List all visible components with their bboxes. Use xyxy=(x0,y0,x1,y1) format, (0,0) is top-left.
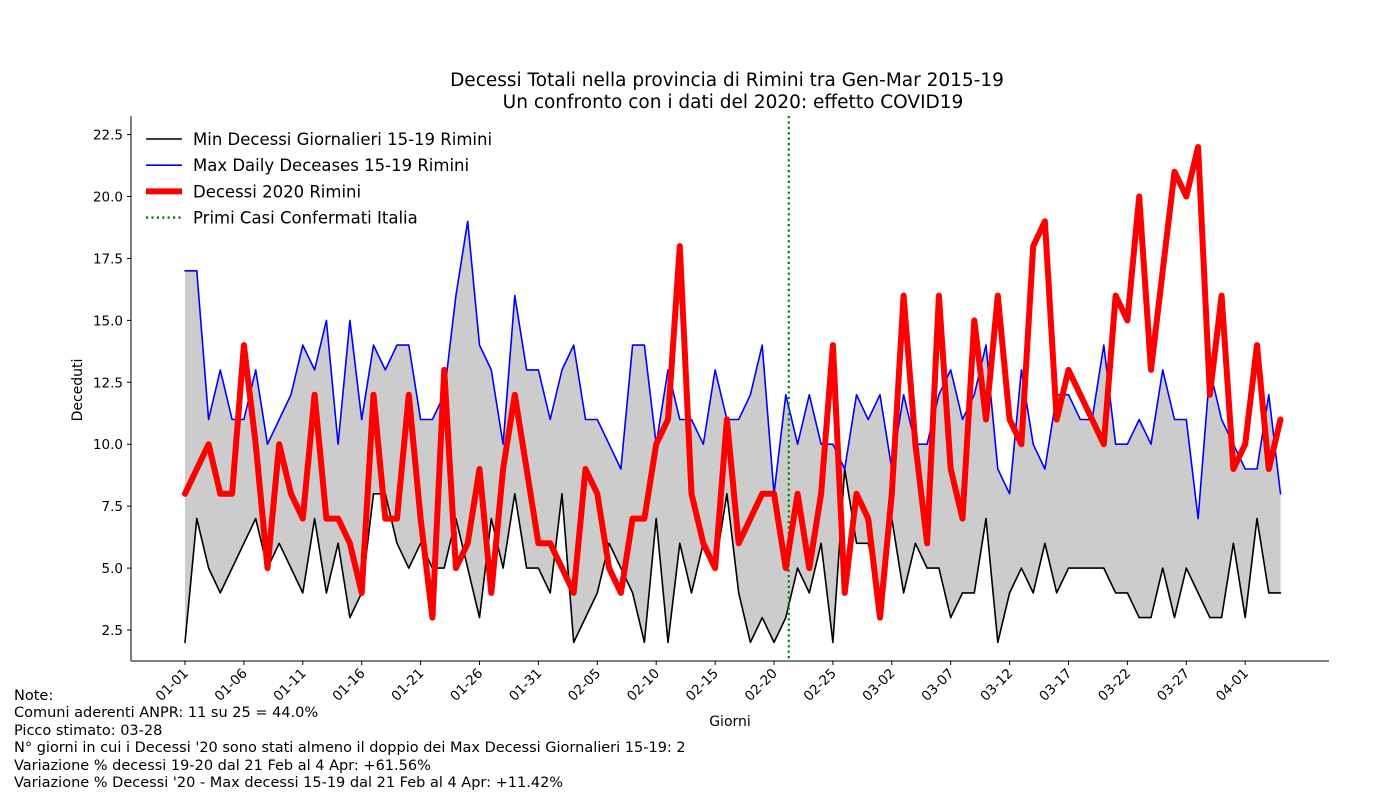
x-tick-label: 02-15 xyxy=(683,666,722,705)
series-max-line xyxy=(184,220,1282,520)
y-tick-label: 10.0 xyxy=(93,437,123,453)
legend-item-max-label: Max Daily Deceases 15-19 Rimini xyxy=(193,156,469,175)
x-tick-label: 04-01 xyxy=(1213,666,1252,705)
x-tick-label: 02-25 xyxy=(801,666,840,705)
note-line: N° giorni in cui i Decessi '20 sono stat… xyxy=(14,740,686,757)
legend-item-2020-label: Decessi 2020 Rimini xyxy=(193,182,361,201)
x-tick-label: 03-27 xyxy=(1154,666,1193,705)
x-axis-label: Giorni xyxy=(709,714,751,730)
legend-item-min-label: Min Decessi Giornalieri 15-19 Rimini xyxy=(193,130,492,149)
x-tick-label: 02-20 xyxy=(742,666,781,705)
note-line: Variazione % Decessi '20 - Max decessi 1… xyxy=(14,775,564,792)
y-tick-label: 22.5 xyxy=(93,128,123,144)
chart-subtitle: Un confronto con i dati del 2020: effett… xyxy=(503,92,964,113)
y-tick-label: 2.5 xyxy=(102,623,123,639)
y-tick-label: 20.0 xyxy=(93,190,123,206)
plot-area: 2.55.07.510.012.515.017.520.022.501-01 01… xyxy=(93,116,1329,705)
x-tick-label: 03-07 xyxy=(918,666,957,705)
legend: Min Decessi Giornalieri 15-19 Rimini Max … xyxy=(146,130,492,228)
y-axis-label: Deceduti xyxy=(70,359,86,422)
y-tick-label: 17.5 xyxy=(93,251,123,267)
note-line: Note: xyxy=(14,688,54,704)
notes-block: Note: Comuni aderenti ANPR: 11 su 25 = 4… xyxy=(14,688,686,792)
legend-item-first-cases-label: Primi Casi Confermati Italia xyxy=(193,209,418,228)
y-tick-label: 15.0 xyxy=(93,313,123,329)
series-2020-line xyxy=(182,144,1284,621)
note-line: Picco stimato: 03-28 xyxy=(14,722,163,739)
chart-title: Decessi Totali nella provincia di Rimini… xyxy=(450,70,1004,91)
y-tick-label: 7.5 xyxy=(102,499,123,515)
note-line: Comuni aderenti ANPR: 11 su 25 = 44.0% xyxy=(14,705,319,722)
note-line: Variazione % decessi 19-20 dal 21 Feb al… xyxy=(14,757,431,774)
min-max-band xyxy=(185,221,1281,643)
x-tick-label: 03-12 xyxy=(977,666,1016,705)
x-tick-label: 03-17 xyxy=(1036,666,1075,705)
y-tick-label: 12.5 xyxy=(93,375,123,391)
x-tick-label: 03-02 xyxy=(860,666,899,705)
y-tick-label: 5.0 xyxy=(102,561,123,577)
x-tick-label: 03-22 xyxy=(1095,666,1134,705)
